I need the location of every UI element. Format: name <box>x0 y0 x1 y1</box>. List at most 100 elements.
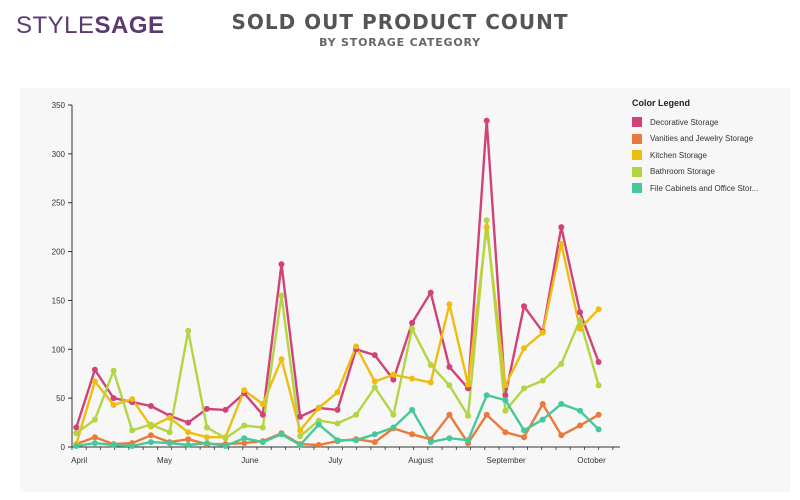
legend-item-file-cabinets[interactable]: File Cabinets and Office Stor... <box>632 180 792 197</box>
series-3-point[interactable] <box>259 424 266 431</box>
series-3-point[interactable] <box>129 427 136 434</box>
series-1-point[interactable] <box>147 432 154 439</box>
legend-item-kitchen[interactable]: Kitchen Storage <box>632 147 792 164</box>
series-0-point[interactable] <box>409 319 416 326</box>
series-4-point[interactable] <box>297 442 304 448</box>
series-3-point[interactable] <box>353 411 360 418</box>
series-1-point[interactable] <box>558 432 565 439</box>
series-1-point[interactable] <box>577 422 583 429</box>
series-0-point[interactable] <box>110 395 117 402</box>
series-0-point[interactable] <box>259 411 266 418</box>
series-4-point[interactable] <box>502 397 509 404</box>
series-4-point[interactable] <box>259 439 266 446</box>
series-0-point[interactable] <box>147 403 154 409</box>
legend-item-bathroom[interactable]: Bathroom Storage <box>632 164 792 181</box>
series-2-point[interactable] <box>595 306 602 313</box>
series-1-point[interactable] <box>241 440 248 447</box>
series-4-point[interactable] <box>91 440 98 447</box>
series-4-point[interactable] <box>147 439 154 446</box>
series-4-point[interactable] <box>129 443 136 449</box>
series-3-point[interactable] <box>73 430 80 437</box>
series-4-point[interactable] <box>371 431 378 438</box>
legend-item-decorative[interactable]: Decorative Storage <box>632 114 792 131</box>
series-2-point[interactable] <box>353 343 360 350</box>
series-3-point[interactable] <box>521 385 527 392</box>
series-3-point[interactable] <box>110 367 117 374</box>
series-3-point[interactable] <box>558 360 565 367</box>
series-1-point[interactable] <box>371 439 378 446</box>
series-3-point[interactable] <box>409 325 416 332</box>
series-0-point[interactable] <box>334 406 341 413</box>
series-3-point[interactable] <box>539 377 546 384</box>
series-4-point[interactable] <box>558 401 565 407</box>
series-1-point[interactable] <box>595 411 602 418</box>
series-0-point[interactable] <box>446 363 453 370</box>
series-3-point[interactable] <box>147 421 154 428</box>
series-3-point[interactable] <box>334 420 341 427</box>
series-0-point[interactable] <box>203 405 210 412</box>
series-3-point[interactable] <box>185 327 192 334</box>
series-3-point[interactable] <box>577 317 583 323</box>
series-4-point[interactable] <box>73 443 80 449</box>
series-4-point[interactable] <box>278 431 285 438</box>
series-0-point[interactable] <box>483 117 490 124</box>
series-0-point[interactable] <box>91 366 98 373</box>
series-0-point[interactable] <box>558 224 565 231</box>
series-0-point[interactable] <box>278 261 285 268</box>
series-0-point[interactable] <box>577 309 583 316</box>
series-2-point[interactable] <box>203 434 210 441</box>
series-2-point[interactable] <box>241 387 248 394</box>
series-4-point[interactable] <box>222 443 229 449</box>
series-0-point[interactable] <box>297 413 304 420</box>
series-2-point[interactable] <box>446 301 453 308</box>
series-0-point[interactable] <box>521 303 527 310</box>
series-2-point[interactable] <box>259 401 266 407</box>
series-0-point[interactable] <box>185 419 192 426</box>
series-2-point[interactable] <box>539 329 546 336</box>
series-3-point[interactable] <box>371 384 378 391</box>
series-4-point[interactable] <box>353 437 360 444</box>
series-2-point[interactable] <box>465 381 472 388</box>
series-4-point[interactable] <box>483 392 490 399</box>
series-3-point[interactable] <box>297 433 304 440</box>
series-3-point[interactable] <box>241 422 248 429</box>
series-4-point[interactable] <box>539 416 546 423</box>
series-3-point[interactable] <box>166 429 173 436</box>
series-1-point[interactable] <box>409 431 416 438</box>
series-4-point[interactable] <box>446 435 453 442</box>
series-2-point[interactable] <box>185 429 192 436</box>
legend-item-vanities[interactable]: Vanities and Jewelry Storage <box>632 131 792 148</box>
series-1-point[interactable] <box>502 429 509 436</box>
series-2-point[interactable] <box>334 389 341 396</box>
series-3-point[interactable] <box>203 424 210 431</box>
series-4-point[interactable] <box>465 437 472 444</box>
series-1-point[interactable] <box>91 434 98 441</box>
series-4-point[interactable] <box>595 426 602 433</box>
series-3-point[interactable] <box>502 407 509 414</box>
series-4-point[interactable] <box>166 440 173 447</box>
series-4-point[interactable] <box>409 406 416 413</box>
series-3-point[interactable] <box>222 435 229 442</box>
series-4-point[interactable] <box>577 407 583 414</box>
series-0-point[interactable] <box>427 289 434 296</box>
series-1-point[interactable] <box>185 436 192 443</box>
series-4-point[interactable] <box>110 442 117 448</box>
series-4-point[interactable] <box>334 437 341 444</box>
series-2-point[interactable] <box>409 375 416 382</box>
series-3-point[interactable] <box>91 416 98 423</box>
series-2-point[interactable] <box>371 378 378 385</box>
series-2-point[interactable] <box>502 382 509 389</box>
series-2-point[interactable] <box>110 402 117 408</box>
series-2-point[interactable] <box>558 240 565 247</box>
series-3-point[interactable] <box>465 412 472 419</box>
series-3-point[interactable] <box>427 361 434 368</box>
series-4-point[interactable] <box>427 439 434 446</box>
series-0-point[interactable] <box>371 352 378 359</box>
series-2-point[interactable] <box>315 404 322 411</box>
series-0-point[interactable] <box>595 359 602 365</box>
series-2-point[interactable] <box>278 356 285 363</box>
series-2-point[interactable] <box>91 378 98 385</box>
series-2-point[interactable] <box>483 224 490 231</box>
series-3-point[interactable] <box>278 292 285 299</box>
series-2-point[interactable] <box>129 396 136 403</box>
